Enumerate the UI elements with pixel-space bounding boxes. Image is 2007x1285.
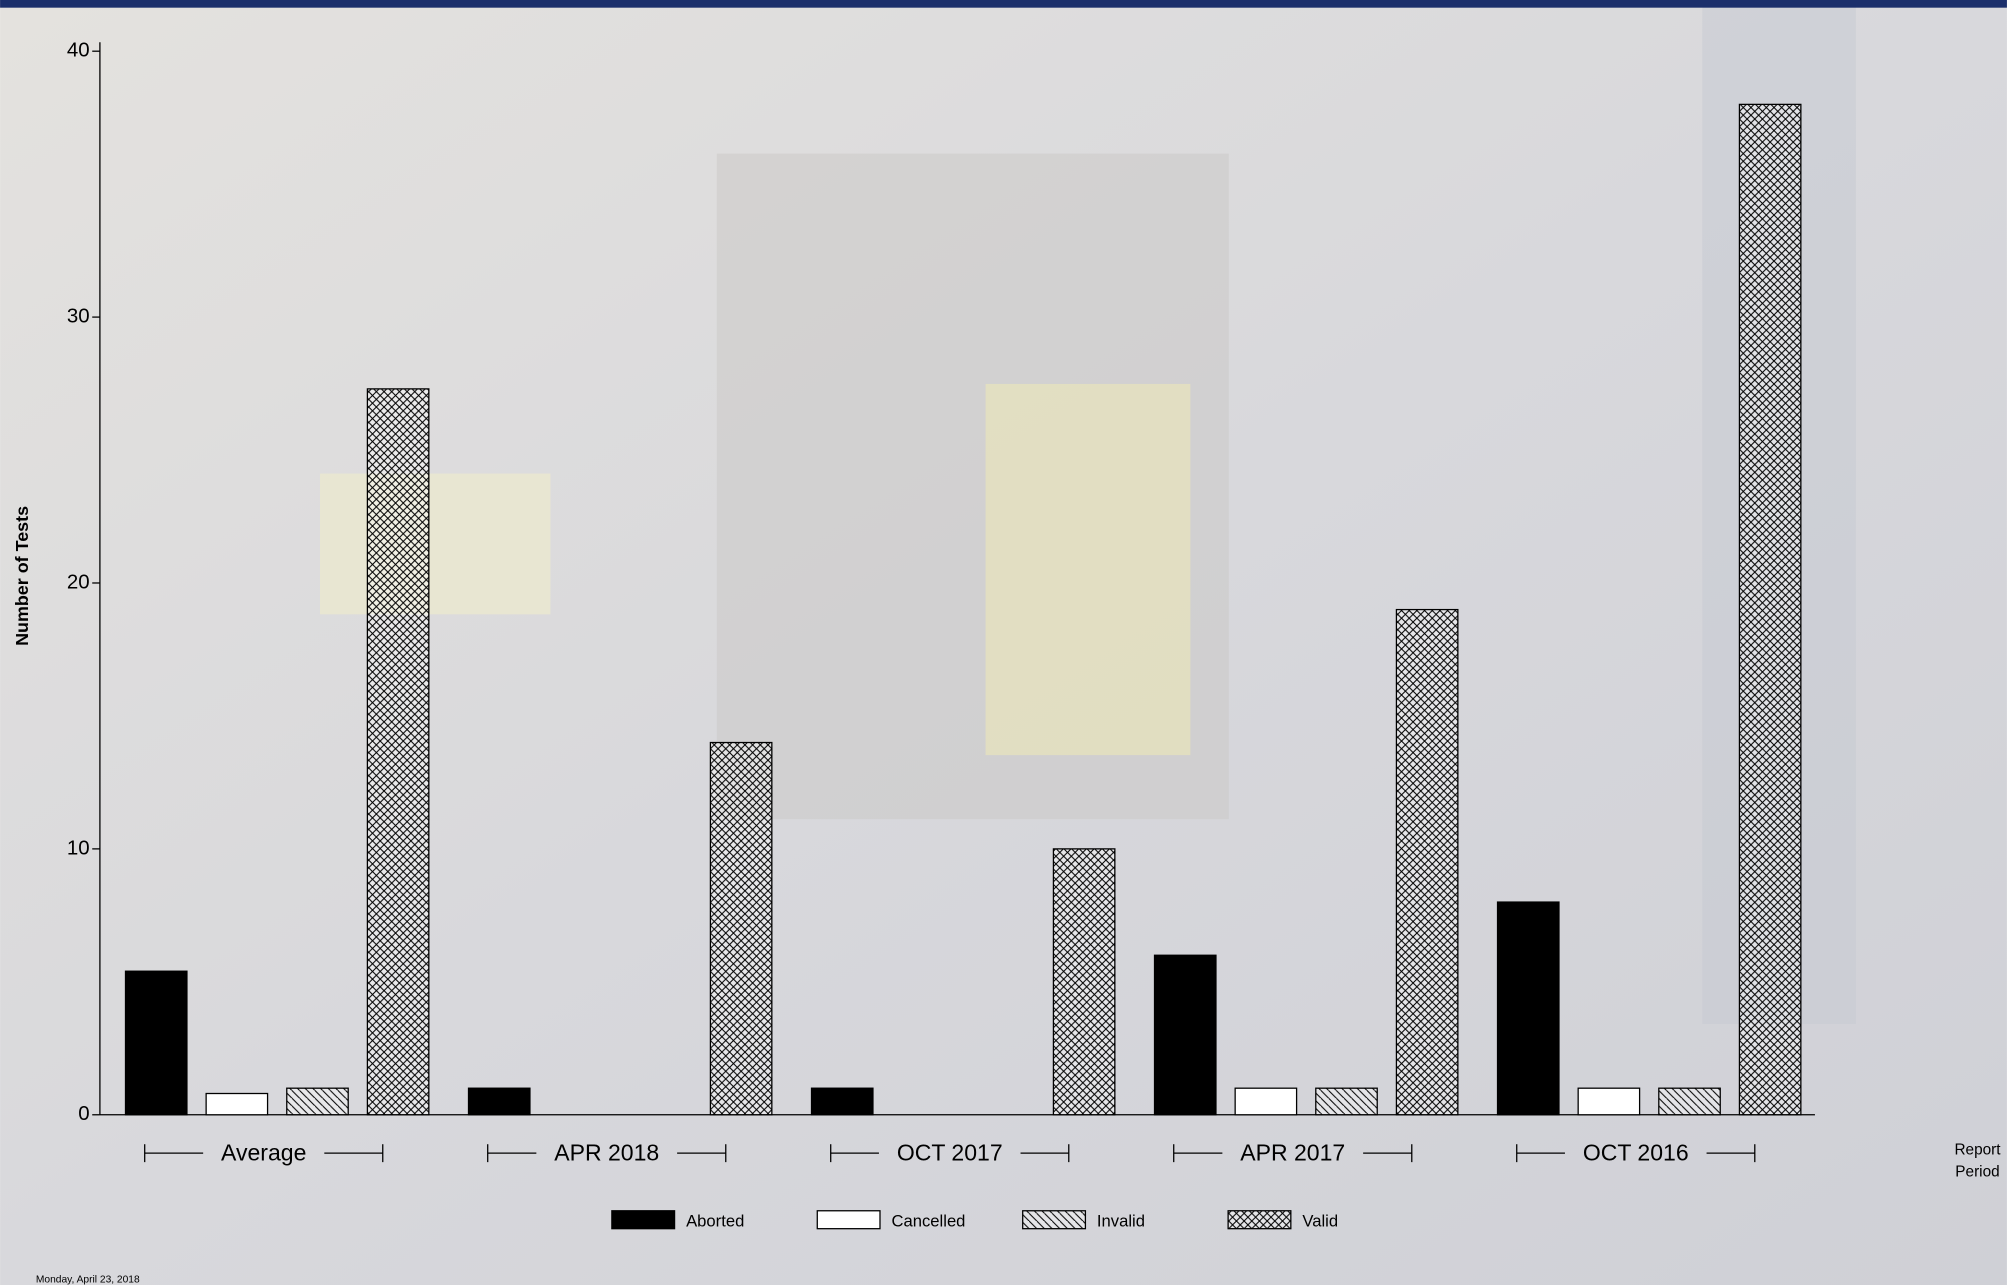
legend-swatch — [816, 1210, 881, 1230]
bar — [1738, 103, 1802, 1116]
legend-label: Cancelled — [892, 1212, 966, 1231]
legend-swatch — [1022, 1210, 1087, 1230]
bar — [1577, 1087, 1641, 1116]
legend-label: Aborted — [686, 1212, 744, 1231]
background-guard — [985, 383, 1191, 756]
bar — [1052, 848, 1116, 1116]
footer-date: Monday, April 23, 2018 — [36, 1275, 140, 1285]
bar — [205, 1092, 269, 1116]
x-tick-label: OCT 2016 — [1583, 1140, 1689, 1166]
x-axis-label: Report Period — [1954, 1142, 2001, 1181]
y-tick-label: 10 — [67, 836, 90, 859]
x-tick-label: Average — [221, 1140, 306, 1166]
legend-swatch — [611, 1210, 676, 1230]
bar — [1496, 901, 1560, 1116]
top-bar — [0, 0, 2007, 8]
x-tick-label: APR 2017 — [1240, 1140, 1345, 1166]
y-tick-label: 40 — [67, 39, 90, 62]
bar — [1153, 954, 1217, 1116]
bar — [366, 388, 430, 1116]
y-tick-label: 30 — [67, 304, 90, 327]
bar — [1395, 608, 1459, 1116]
legend-label: Invalid — [1097, 1212, 1145, 1231]
bar — [1315, 1087, 1378, 1116]
legend-label: Valid — [1302, 1212, 1338, 1231]
bar — [467, 1087, 531, 1116]
y-tick-label: 0 — [78, 1102, 89, 1125]
x-tick-label: OCT 2017 — [897, 1140, 1003, 1166]
bar — [1658, 1087, 1721, 1116]
bar — [709, 741, 773, 1116]
y-tick-label: 20 — [67, 570, 90, 593]
y-axis-label: Number of Tests — [12, 506, 32, 646]
bar — [124, 970, 188, 1116]
background-tank — [320, 473, 551, 615]
bar — [1234, 1087, 1298, 1116]
legend-swatch — [1227, 1210, 1292, 1230]
bar — [810, 1087, 874, 1116]
x-tick-label: APR 2018 — [554, 1140, 659, 1166]
bar — [286, 1087, 349, 1116]
